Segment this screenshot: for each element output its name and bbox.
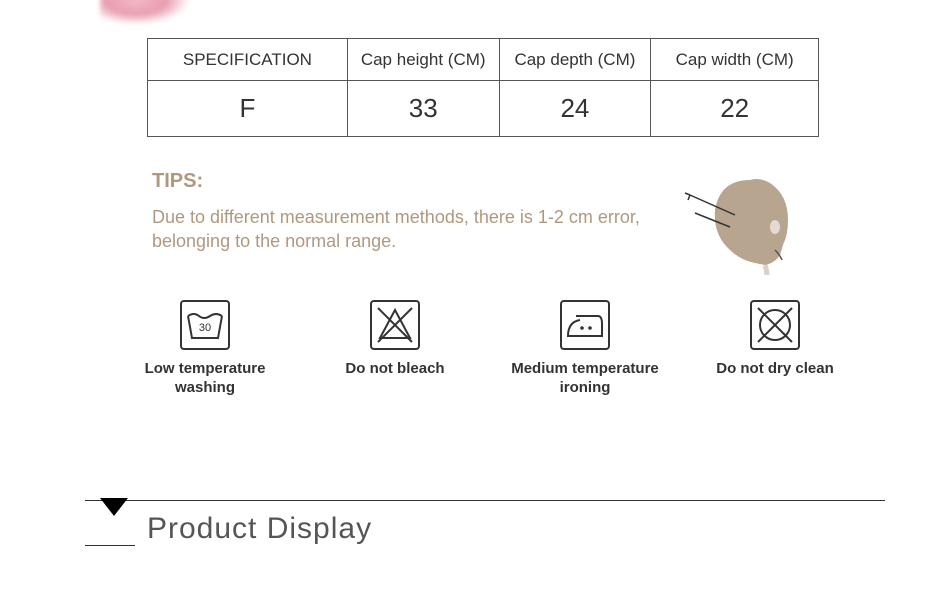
specification-table: SPECIFICATION Cap height (CM) Cap depth … [147,38,819,137]
header-cap-height: Cap height (CM) [347,39,499,81]
header-cap-width: Cap width (CM) [651,39,819,81]
section-title: Product Display [147,512,372,546]
care-label: Do not bleach [345,360,444,379]
no-dry-clean-icon [750,300,800,350]
svg-text:30: 30 [199,322,211,334]
cell-height: 33 [347,81,499,137]
care-item-wash: 30 Low temperature washing [120,300,290,398]
care-instructions-row: 30 Low temperature washing Do not bleach… [120,300,860,398]
cell-spec: F [148,81,348,137]
care-label: Low temperature washing [120,360,290,398]
decorative-pink-blob [100,0,190,25]
header-specification: SPECIFICATION [148,39,348,81]
divider-triangle-icon [100,498,128,516]
head-measurement-icon [680,165,830,275]
divider-line [85,500,885,501]
no-bleach-icon [370,300,420,350]
care-label: Medium temperature ironing [500,360,670,398]
table-header-row: SPECIFICATION Cap height (CM) Cap depth … [148,39,819,81]
header-cap-depth: Cap depth (CM) [499,39,651,81]
cell-width: 22 [651,81,819,137]
care-item-no-dry-clean: Do not dry clean [690,300,860,398]
care-item-iron: Medium temperature ironing [500,300,670,398]
tips-block: TIPS: Due to different measurement metho… [152,170,672,254]
tips-text: Due to different measurement methods, th… [152,205,672,254]
section-divider: Product Display [85,500,885,560]
table-row: F 33 24 22 [148,81,819,137]
cell-depth: 24 [499,81,651,137]
tips-label: TIPS: [152,170,672,193]
divider-short-line [85,545,135,546]
wash-30-icon: 30 [180,300,230,350]
care-label: Do not dry clean [716,360,834,379]
iron-medium-icon [560,300,610,350]
care-item-no-bleach: Do not bleach [310,300,480,398]
